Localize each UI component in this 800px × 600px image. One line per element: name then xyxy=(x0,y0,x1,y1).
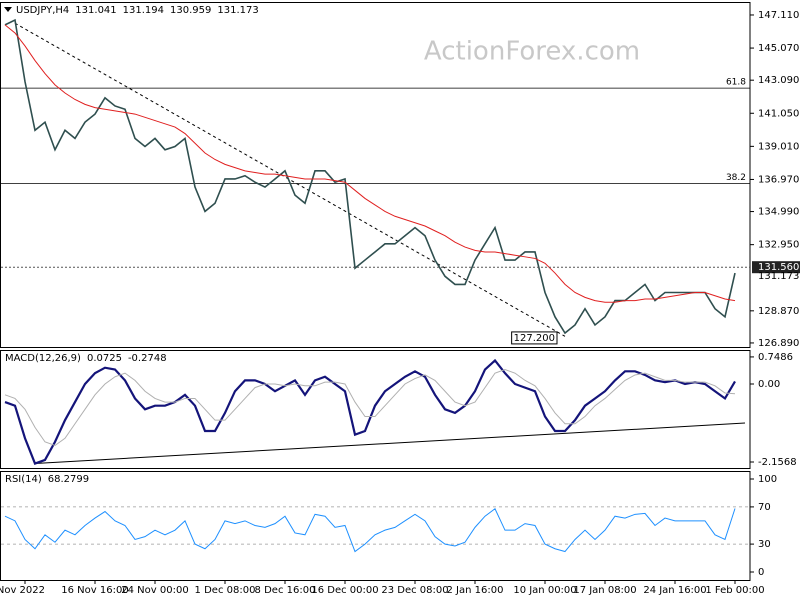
header-text: 130.959 xyxy=(170,5,211,16)
header-text: 131.194 xyxy=(123,5,164,16)
series-line xyxy=(4,507,736,553)
x-tick-label: 10 Jan 00:00 xyxy=(513,585,576,596)
series-line xyxy=(4,18,736,335)
price-label: 131.560 xyxy=(758,262,799,273)
x-tick-label: 16 Dec 00:00 xyxy=(311,585,378,596)
pane-frame xyxy=(0,350,751,469)
series-line xyxy=(4,24,736,303)
y-tick-label: 0 xyxy=(758,567,764,578)
y-tick-label: 147.110 xyxy=(758,10,799,21)
y-tick-label: 134.990 xyxy=(758,207,799,218)
x-tick-label: 17 Jan 08:00 xyxy=(573,585,636,596)
pane-frame xyxy=(0,2,751,348)
header-text: 0.0725 xyxy=(87,353,122,364)
y-tick-label: 128.870 xyxy=(758,306,799,317)
level-label: 38.2 xyxy=(726,173,746,183)
low-label: 127.200 xyxy=(514,333,555,344)
menu-arrow xyxy=(4,7,12,12)
low-box xyxy=(511,331,558,345)
header-text: 68.2799 xyxy=(48,474,89,485)
trendline xyxy=(34,422,746,465)
header-text: RSI(14) xyxy=(5,474,42,485)
close-label: 131.173 xyxy=(758,271,799,282)
header-text: USDJPY,H4 xyxy=(16,5,69,16)
y-tick-label: 0.7486 xyxy=(758,352,793,363)
x-tick-label: 9 Nov 2022 xyxy=(0,585,45,596)
x-tick-label: 1 Dec 08:00 xyxy=(195,585,256,596)
y-tick-label: 136.970 xyxy=(758,174,799,185)
y-tick-label: 141.050 xyxy=(758,108,799,119)
x-tick-label: 8 Dec 16:00 xyxy=(255,585,316,596)
level-label: 61.8 xyxy=(726,78,746,88)
y-tick-label: 139.010 xyxy=(758,141,799,152)
price-box xyxy=(752,261,800,274)
header-text: 131.173 xyxy=(217,5,258,16)
header-text: -0.2748 xyxy=(128,353,167,364)
y-tick-label: 30 xyxy=(758,539,771,550)
y-tick-label: 126.890 xyxy=(758,338,799,349)
watermark: ActionForex.com xyxy=(424,37,640,67)
y-tick-label: 100 xyxy=(758,474,777,485)
series-line xyxy=(4,358,736,465)
x-tick-label: 24 Jan 16:00 xyxy=(643,585,706,596)
x-tick-label: 24 Nov 00:00 xyxy=(121,585,188,596)
x-tick-label: 16 Nov 16:00 xyxy=(61,585,128,596)
y-tick-label: 70 xyxy=(758,502,771,513)
y-tick-label: 132.950 xyxy=(758,240,799,251)
x-tick-label: 2 Jan 16:00 xyxy=(447,585,504,596)
header-text: 131.041 xyxy=(75,5,116,16)
x-tick-label: 23 Dec 08:00 xyxy=(381,585,448,596)
y-tick-label: -2.1568 xyxy=(758,457,797,468)
x-tick-label: 1 Feb 00:00 xyxy=(705,585,764,596)
pane-frame xyxy=(0,471,751,581)
header-text: MACD(12,26,9) xyxy=(5,353,81,364)
y-tick-label: 145.070 xyxy=(758,43,799,54)
y-tick-label: 143.090 xyxy=(758,75,799,86)
series-line xyxy=(4,368,736,447)
y-tick-label: 0.00 xyxy=(758,379,780,390)
